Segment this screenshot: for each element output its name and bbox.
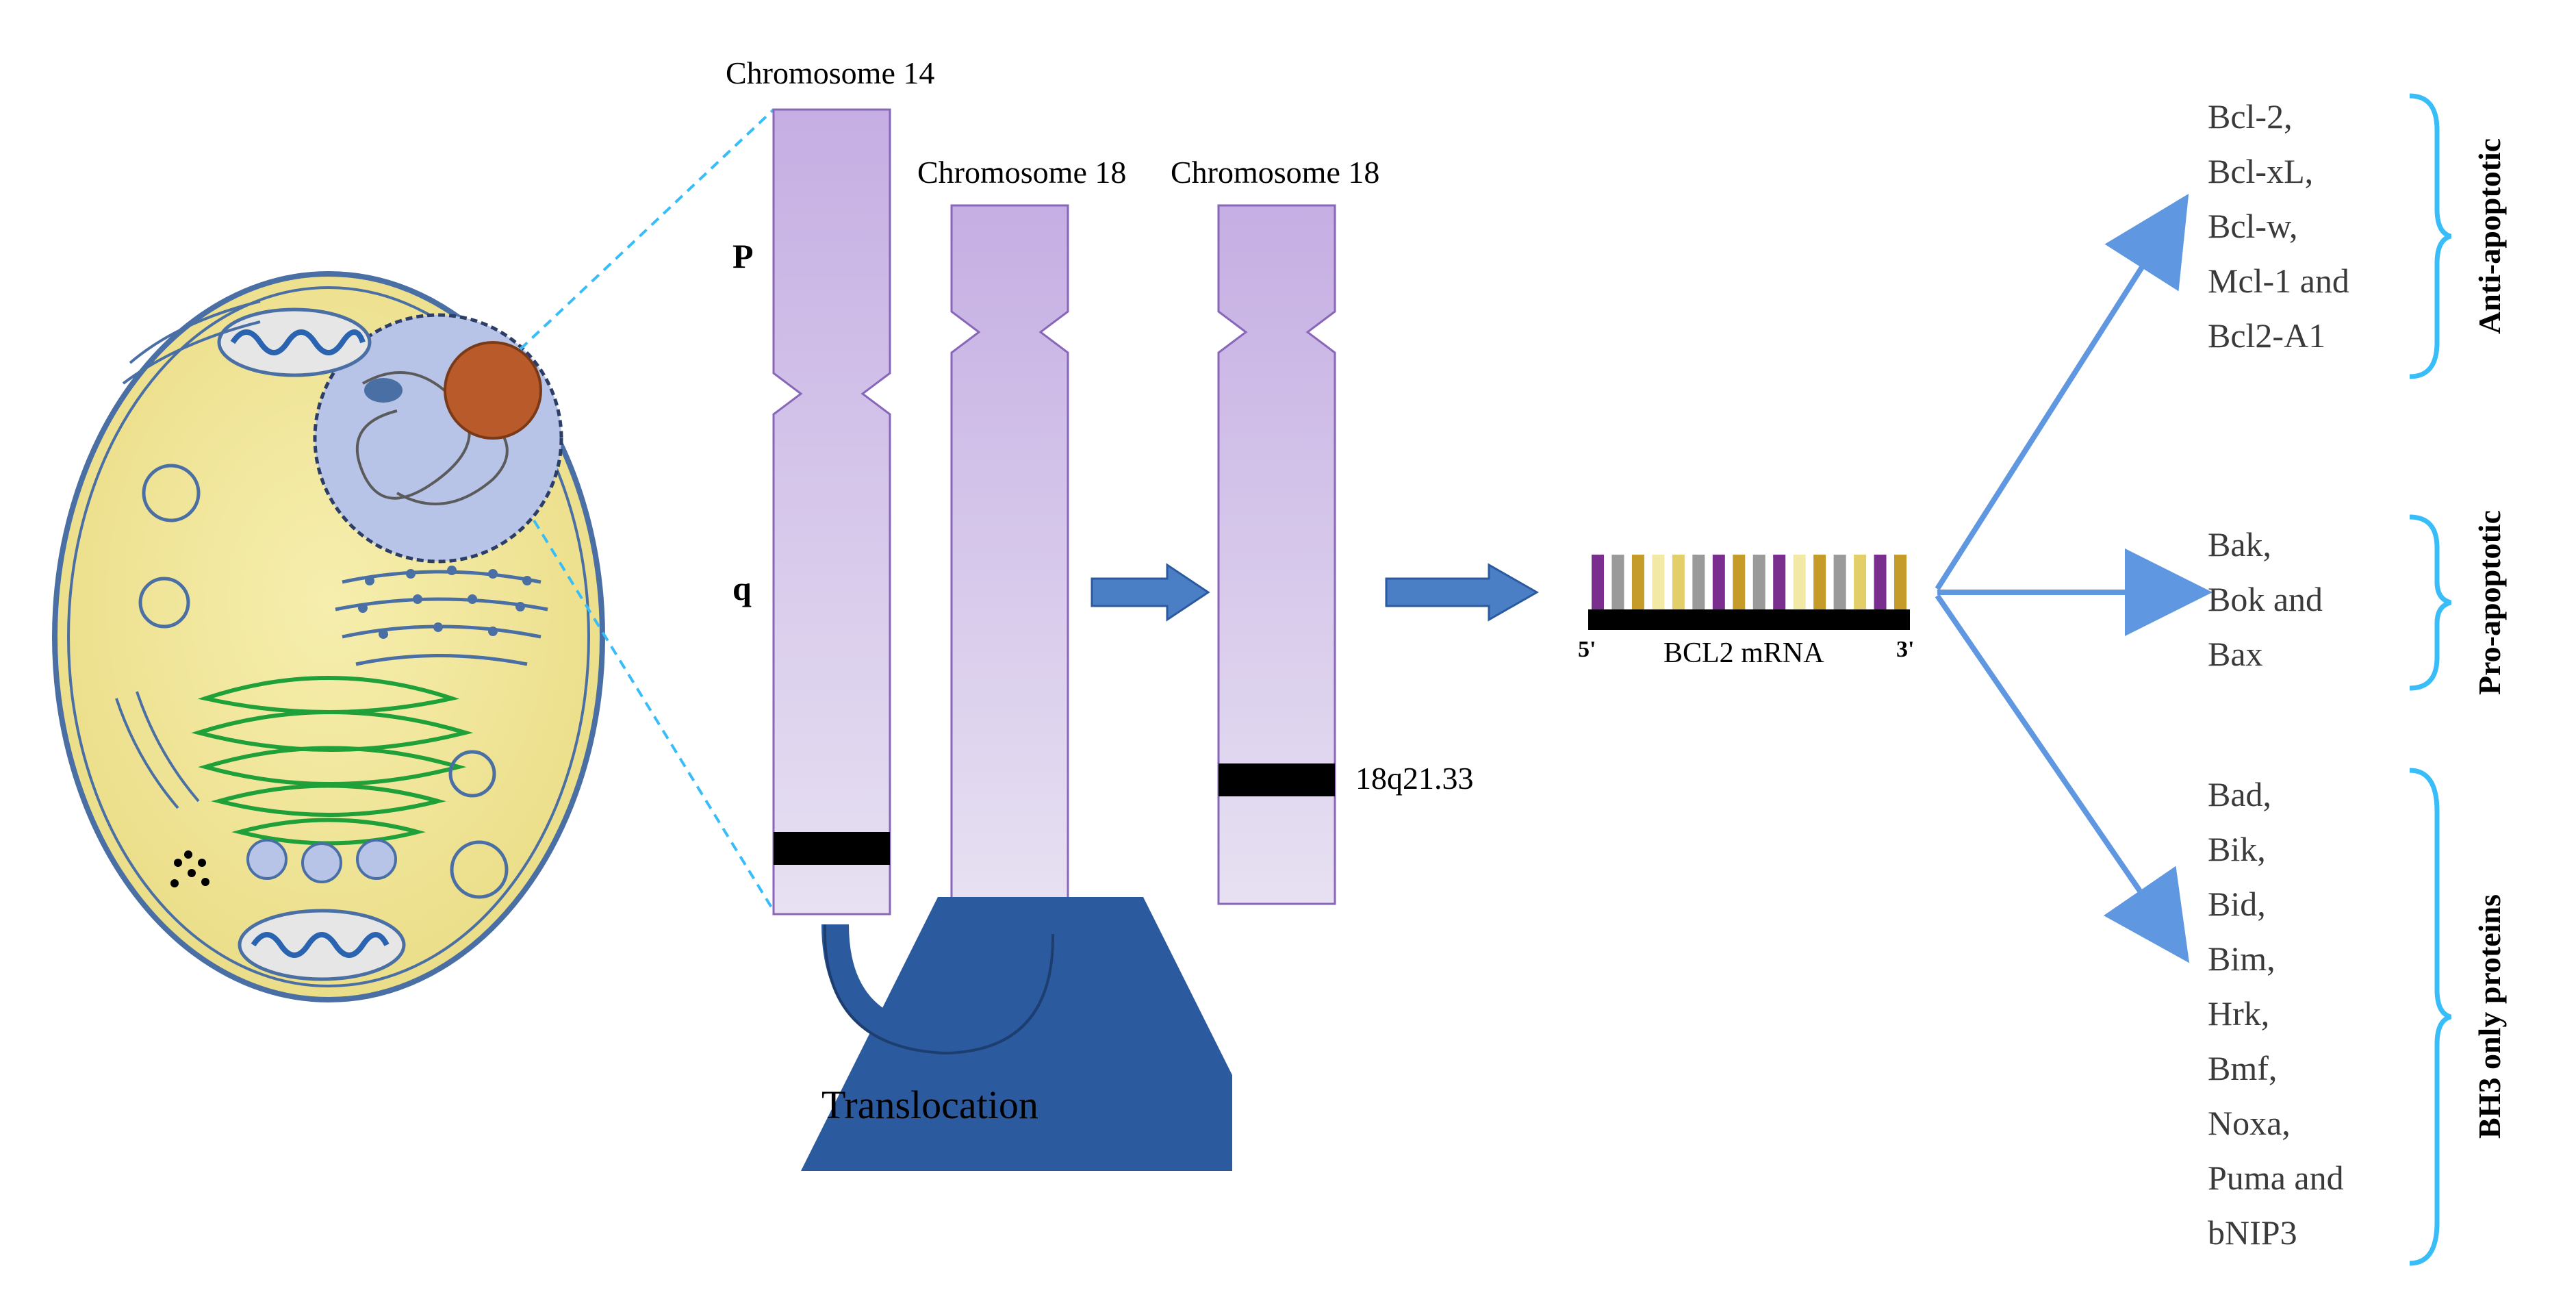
chromosome-14: [774, 110, 890, 914]
arrow-to-result-chromosome: [1085, 558, 1236, 640]
anti-apoptotic-label: Anti-apoptotic: [2471, 92, 2508, 380]
mrna-tick: [1813, 555, 1826, 609]
protein-name: Bim,: [2208, 931, 2344, 986]
mrna-tick: [1874, 555, 1887, 609]
anti-apoptotic-list: Bcl-2,Bcl-xL,Bcl-w,Mcl-1 andBcl2-A1: [2208, 89, 2349, 363]
arrow-to-bh3-only: [1937, 596, 2177, 945]
protein-name: Bcl-xL,: [2208, 144, 2349, 199]
chromosome-18-source: [952, 205, 1068, 904]
mrna-tick: [1652, 555, 1664, 609]
mrna-tick: [1632, 555, 1644, 609]
mrna-tick: [1794, 555, 1806, 609]
protein-name: Noxa,: [2208, 1096, 2344, 1150]
pro-apoptotic-list: Bak,Bok andBax: [2208, 517, 2323, 681]
mrna-label: BCL2 mRNA: [1663, 637, 1824, 670]
chromosome-14-label: Chromosome 14: [726, 55, 934, 91]
translocation-arrow: [753, 897, 1232, 1171]
chromosome-18-result: [1219, 205, 1335, 904]
protein-name: Bcl-w,: [2208, 199, 2349, 253]
protein-name: Mcl-1 and: [2208, 253, 2349, 308]
protein-name: Hrk,: [2208, 986, 2344, 1041]
mrna-tick: [1753, 555, 1765, 609]
mrna-tick: [1611, 555, 1624, 609]
mrna-tick: [1773, 555, 1785, 609]
protein-name: Puma and: [2208, 1150, 2344, 1205]
pro-apoptotic-bracket: [2403, 510, 2458, 695]
mrna-tick: [1894, 555, 1907, 609]
bh3-only-bracket: [2403, 763, 2458, 1270]
protein-name: Bid,: [2208, 876, 2344, 931]
protein-name: Bak,: [2208, 517, 2323, 572]
pro-apoptotic-label: Pro-apoptotic: [2471, 466, 2508, 740]
q-arm-label: q: [732, 568, 752, 608]
band-label: 18q21.33: [1355, 760, 1474, 796]
chromosome-18b-label: Chromosome 18: [1171, 154, 1379, 190]
mrna-tick: [1672, 555, 1685, 609]
p-arm-label: P: [732, 236, 754, 276]
arrow-to-mrna: [1379, 558, 1571, 640]
arrow-to-anti-apoptotic: [1937, 212, 2177, 589]
mrna-tick: [1834, 555, 1846, 609]
protein-name: bNIP3: [2208, 1205, 2344, 1260]
protein-name: Bcl-2,: [2208, 89, 2349, 144]
protein-name: Bcl2-A1: [2208, 308, 2349, 363]
protein-name: Bax: [2208, 627, 2323, 681]
mrna-tick: [1692, 555, 1705, 609]
bh3-only-label: BH3 only proteins: [2471, 829, 2508, 1205]
protein-name: Bik,: [2208, 822, 2344, 876]
chromosome-18a-label: Chromosome 18: [917, 154, 1126, 190]
protein-name: Bok and: [2208, 572, 2323, 627]
mrna-tick: [1592, 555, 1604, 609]
protein-name: Bmf,: [2208, 1041, 2344, 1096]
protein-name: Bad,: [2208, 767, 2344, 822]
mrna-3prime: 3': [1896, 637, 1914, 663]
mrna-5prime: 5': [1578, 637, 1596, 663]
mrna-tick: [1713, 555, 1725, 609]
mrna-tick: [1854, 555, 1866, 609]
mrna-tick: [1733, 555, 1745, 609]
bh3-only-list: Bad,Bik,Bid,Bim,Hrk,Bmf,Noxa,Puma andbNI…: [2208, 767, 2344, 1260]
anti-apoptotic-bracket: [2403, 89, 2458, 383]
translocation-label: Translocation: [821, 1082, 1038, 1128]
